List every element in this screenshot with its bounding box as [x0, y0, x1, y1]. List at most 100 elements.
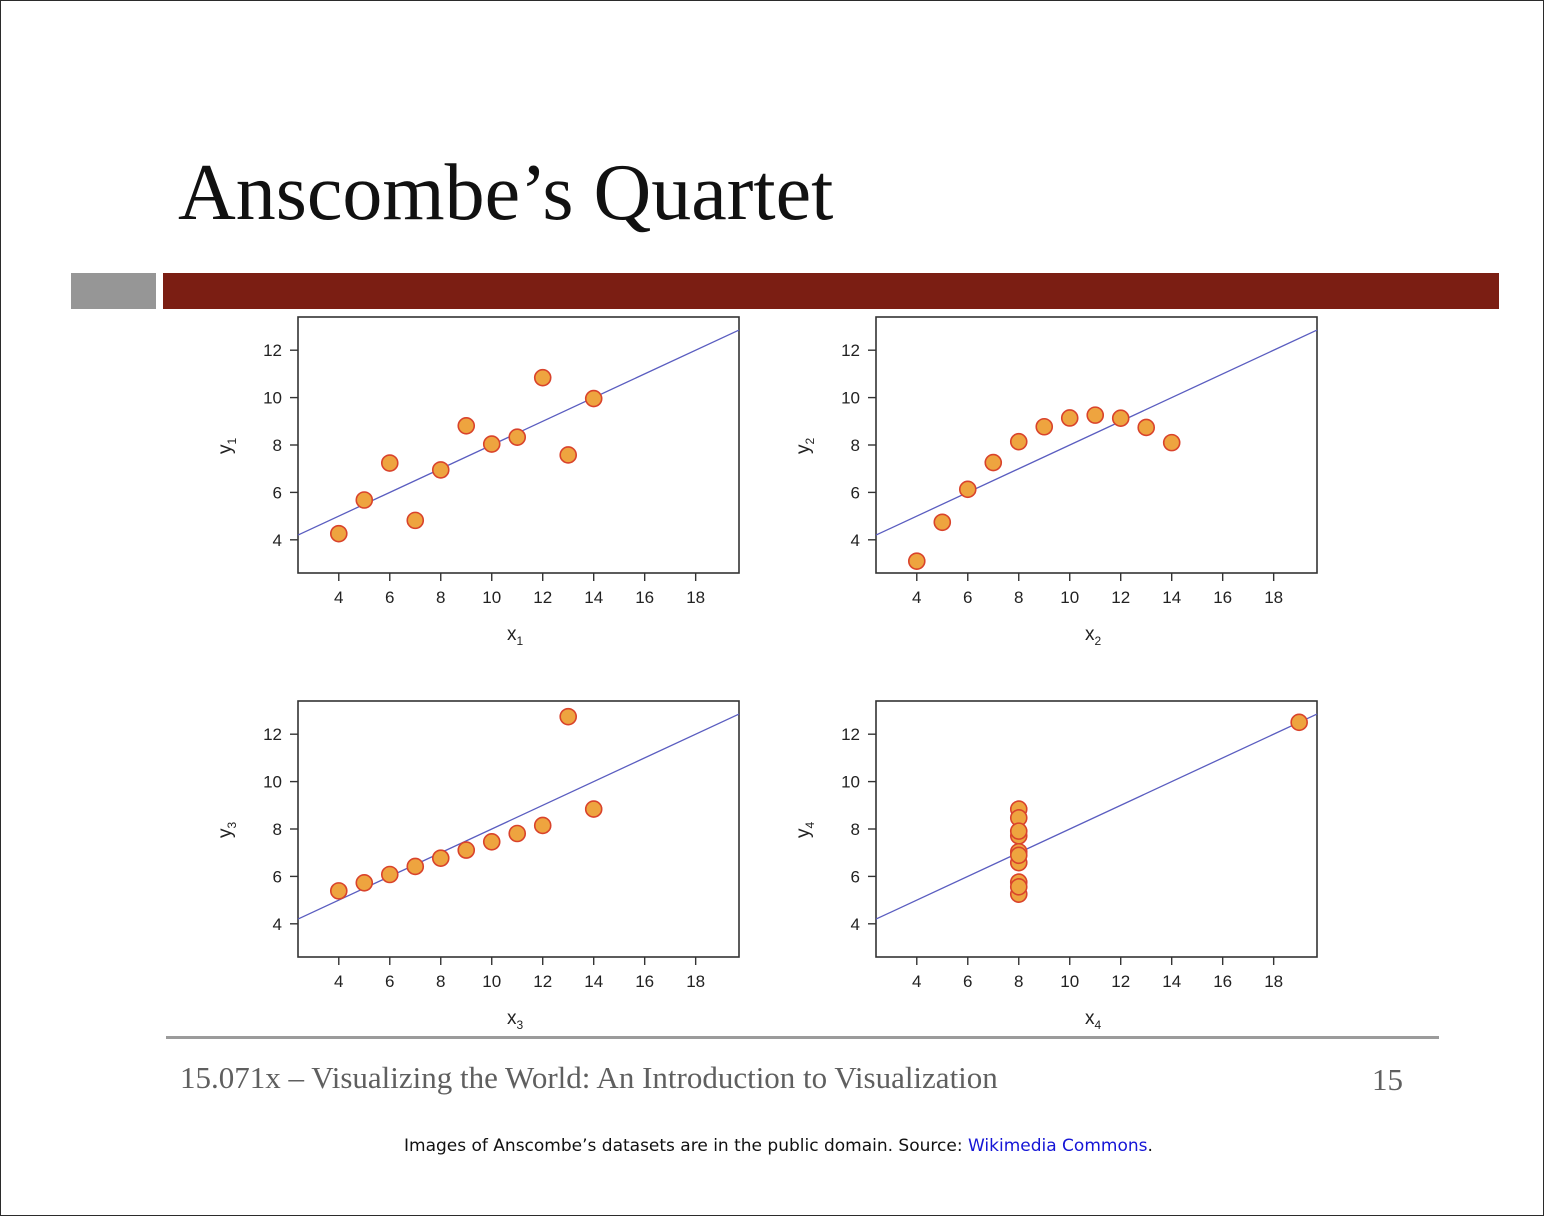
data-point — [1290, 713, 1308, 732]
x-tick-label: 6 — [963, 972, 972, 991]
accent-block — [71, 273, 156, 309]
x-tick-label: 12 — [533, 972, 552, 991]
x-tick-label: 10 — [1060, 972, 1079, 991]
credit-text: Images of Anscombe’s datasets are in the… — [404, 1136, 968, 1156]
y-tick-label: 12 — [841, 725, 860, 744]
x-tick-label: 18 — [1264, 588, 1283, 607]
data-point — [457, 417, 476, 435]
data-point — [907, 552, 926, 570]
data-point — [584, 389, 603, 408]
wikimedia-commons-link[interactable]: Wikimedia Commons — [967, 1136, 1148, 1156]
y-tick-label: 4 — [273, 915, 282, 934]
x-tick-label: 16 — [635, 972, 654, 991]
data-point — [457, 841, 476, 859]
data-point — [380, 865, 399, 884]
y-tick-label: 8 — [851, 820, 860, 839]
x-tick-label: 12 — [533, 588, 552, 607]
data-point — [508, 824, 527, 843]
regression-line — [875, 713, 1318, 920]
y-axis-label-4: y4 — [793, 821, 817, 838]
y-tick-label: 8 — [851, 436, 860, 455]
x-axis-label-3: x3 — [507, 1008, 524, 1032]
data-point — [559, 446, 578, 464]
x-tick-label: 6 — [385, 588, 394, 607]
x-axis-label-4: x4 — [1085, 1008, 1102, 1032]
data-point — [1009, 846, 1028, 865]
x-tick-label: 14 — [584, 972, 603, 991]
data-point — [380, 454, 399, 472]
x-tick-label: 4 — [334, 972, 343, 991]
data-point — [1162, 433, 1181, 452]
footer-divider — [166, 1036, 1439, 1039]
y-tick-label: 8 — [273, 436, 282, 455]
plot-frame — [875, 700, 1318, 958]
x-tick-label: 16 — [1213, 588, 1232, 607]
data-point — [958, 480, 977, 499]
x-tick-label: 18 — [1264, 972, 1283, 991]
data-point — [584, 800, 603, 818]
y-axis-label-1: y1 — [215, 437, 239, 454]
x-tick-label: 8 — [436, 972, 445, 991]
data-point — [933, 513, 952, 532]
x-tick-label: 14 — [1162, 972, 1181, 991]
data-point — [1009, 878, 1028, 896]
x-tick-label: 6 — [385, 972, 394, 991]
data-point — [482, 435, 501, 453]
y-tick-label: 12 — [263, 725, 282, 744]
data-point — [559, 707, 578, 726]
scatter-plot-3: 4 6 8 10 12 14 16 18 4 6 8 10 12 — [263, 700, 740, 991]
x-tick-label: 8 — [1014, 588, 1023, 607]
data-point — [1009, 432, 1028, 451]
data-point — [1035, 417, 1054, 436]
x-tick-label: 4 — [912, 972, 921, 991]
x-tick-label: 12 — [1111, 588, 1130, 607]
x-tick-label: 4 — [334, 588, 343, 607]
y-tick-label: 10 — [841, 773, 860, 792]
data-point — [431, 461, 450, 479]
data-point — [482, 833, 501, 851]
plot-frame — [875, 316, 1318, 574]
x-tick-label: 6 — [963, 588, 972, 607]
y-tick-label: 6 — [273, 483, 282, 502]
data-point — [508, 428, 527, 446]
x-tick-label: 14 — [1162, 588, 1181, 607]
data-point — [406, 511, 425, 530]
x-tick-label: 10 — [482, 588, 501, 607]
x-tick-label: 18 — [686, 972, 705, 991]
x-tick-label: 16 — [1213, 972, 1232, 991]
y-tick-label: 4 — [851, 531, 860, 550]
data-point — [431, 849, 450, 867]
x-tick-label: 8 — [436, 588, 445, 607]
data-point — [1009, 822, 1028, 840]
data-point — [533, 368, 552, 387]
y-tick-label: 10 — [263, 773, 282, 792]
data-point — [329, 882, 348, 900]
y-tick-label: 10 — [841, 389, 860, 408]
plot-frame — [297, 316, 740, 574]
y-axis-label-2: y2 — [793, 437, 817, 454]
x-axis-label-1: x1 — [507, 624, 524, 648]
scatter-plot-2: 4 6 8 10 12 14 16 18 4 6 8 10 12 — [841, 316, 1318, 607]
footer-course-title: 15.071x – Visualizing the World: An Intr… — [180, 1060, 998, 1095]
x-tick-label: 8 — [1014, 972, 1023, 991]
y-tick-label: 8 — [273, 820, 282, 839]
title-bar — [163, 273, 1499, 309]
scatter-plot-1: 4 6 8 10 12 14 16 18 4 6 8 10 12 — [263, 316, 740, 607]
slide-title: Anscombe’s Quartet — [178, 149, 834, 237]
image-credit: Images of Anscombe’s datasets are in the… — [404, 1136, 1153, 1156]
y-tick-label: 10 — [263, 389, 282, 408]
data-point — [355, 491, 374, 509]
data-point — [1060, 409, 1079, 427]
x-tick-label: 18 — [686, 588, 705, 607]
y-tick-label: 4 — [273, 531, 282, 550]
x-axis-label-2: x2 — [1085, 624, 1102, 648]
x-tick-label: 16 — [635, 588, 654, 607]
y-axis-label-3: y3 — [215, 821, 239, 838]
data-point — [533, 816, 552, 835]
x-tick-label: 14 — [584, 588, 603, 607]
data-point — [1111, 409, 1130, 428]
y-tick-label: 6 — [273, 867, 282, 886]
x-tick-label: 12 — [1111, 972, 1130, 991]
data-point — [406, 857, 425, 876]
y-tick-label: 6 — [851, 483, 860, 502]
